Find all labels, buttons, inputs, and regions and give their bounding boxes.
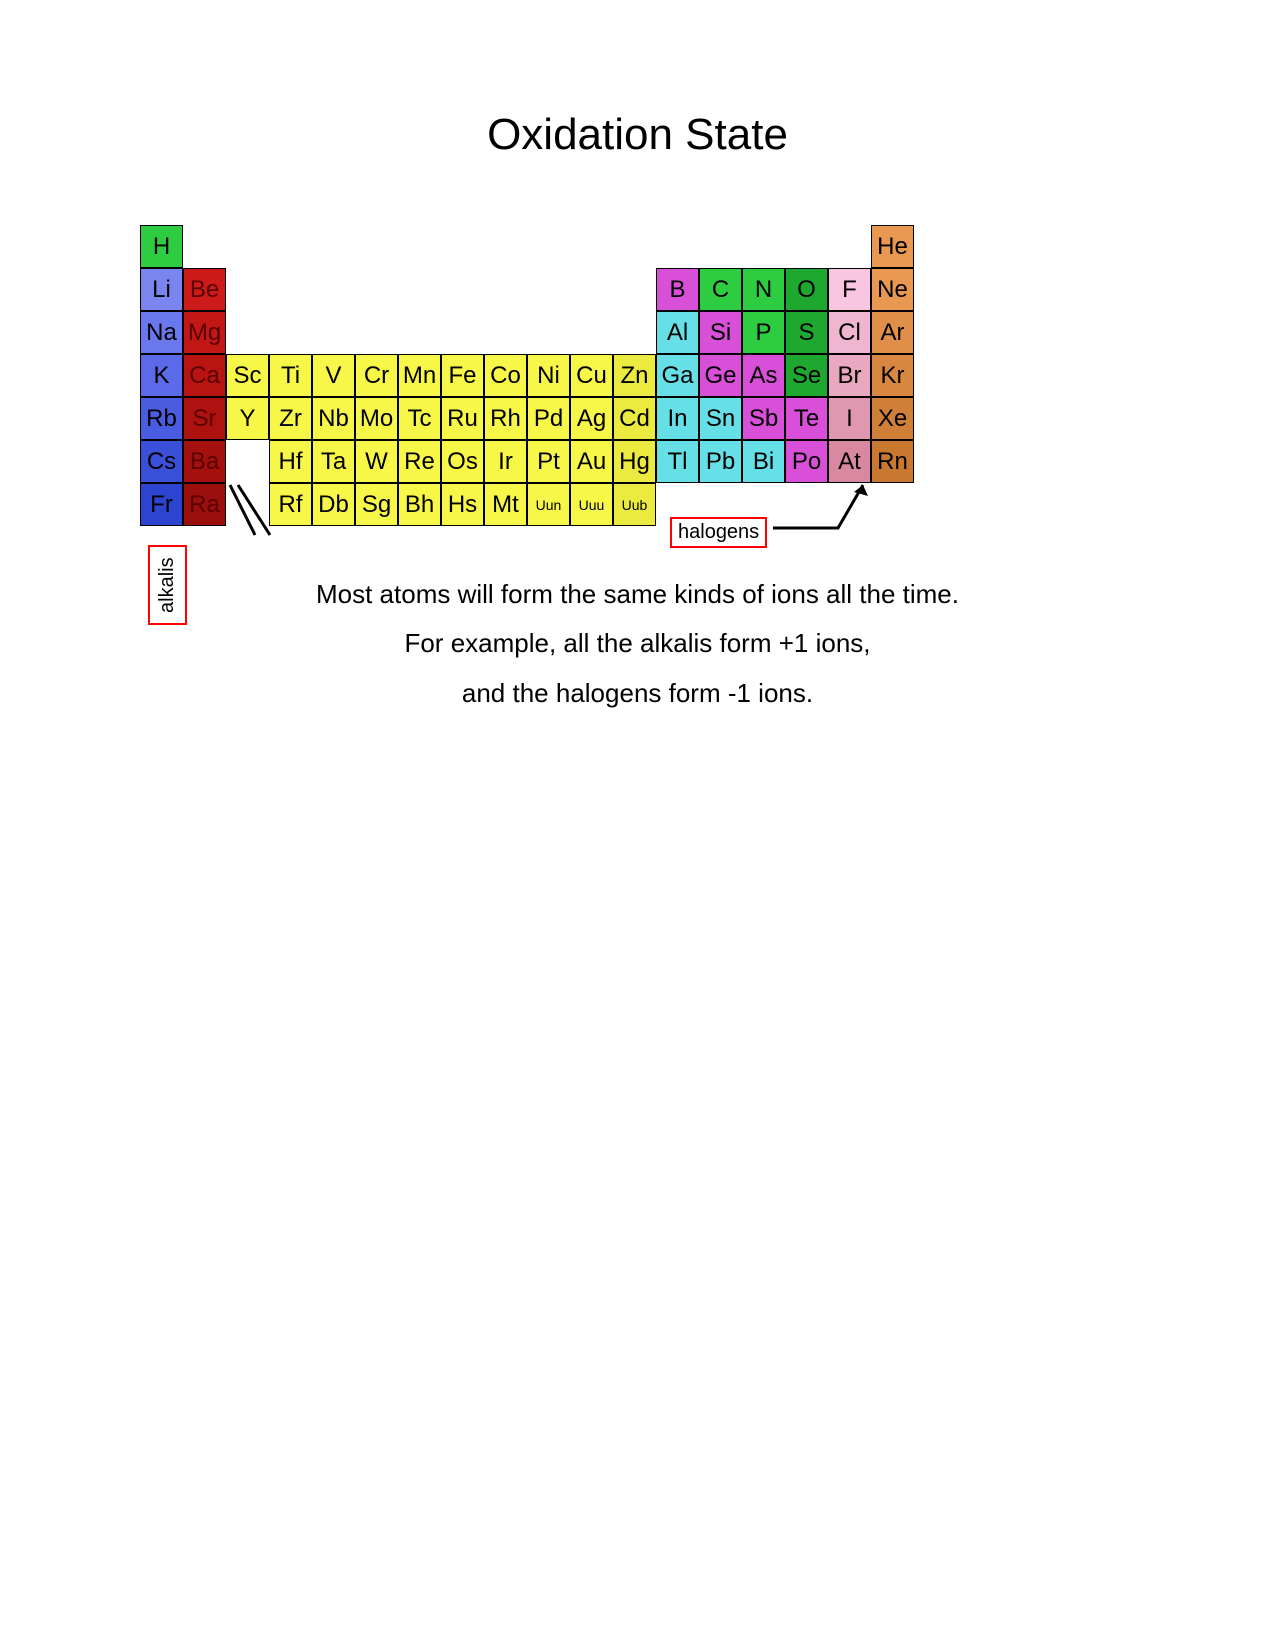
body-line-2: For example, all the alkalis form +1 ion… [0, 619, 1275, 668]
element-au: Au [570, 440, 613, 483]
element-sn: Sn [699, 397, 742, 440]
element-bh: Bh [398, 483, 441, 526]
element-s: S [785, 311, 828, 354]
element-si: Si [699, 311, 742, 354]
element-al: Al [656, 311, 699, 354]
element-mt: Mt [484, 483, 527, 526]
element-cl: Cl [828, 311, 871, 354]
element-pb: Pb [699, 440, 742, 483]
element-mn: Mn [398, 354, 441, 397]
element-tc: Tc [398, 397, 441, 440]
element-sb: Sb [742, 397, 785, 440]
element-he: He [871, 225, 914, 268]
element-sg: Sg [355, 483, 398, 526]
element-p: P [742, 311, 785, 354]
element-c: C [699, 268, 742, 311]
element-uun: Uun [527, 483, 570, 526]
element-cd: Cd [613, 397, 656, 440]
body-line-1: Most atoms will form the same kinds of i… [0, 570, 1275, 619]
element-ca: Ca [183, 354, 226, 397]
element-pt: Pt [527, 440, 570, 483]
element-be: Be [183, 268, 226, 311]
body-paragraph: Most atoms will form the same kinds of i… [0, 570, 1275, 718]
element-cr: Cr [355, 354, 398, 397]
element-re: Re [398, 440, 441, 483]
element-mo: Mo [355, 397, 398, 440]
element-cs: Cs [140, 440, 183, 483]
element-y: Y [226, 397, 269, 440]
element-fe: Fe [441, 354, 484, 397]
element-kr: Kr [871, 354, 914, 397]
element-mg: Mg [183, 311, 226, 354]
element-co: Co [484, 354, 527, 397]
element-ti: Ti [269, 354, 312, 397]
body-line-3: and the halogens form -1 ions. [0, 669, 1275, 718]
element-ga: Ga [656, 354, 699, 397]
element-db: Db [312, 483, 355, 526]
element-sr: Sr [183, 397, 226, 440]
element-zr: Zr [269, 397, 312, 440]
element-xe: Xe [871, 397, 914, 440]
element-at: At [828, 440, 871, 483]
periodic-table-container: H He LiBe BCNOFNe NaMg AlSiPSClAr KCaScTiVCrMn… [140, 225, 1140, 526]
element-nb: Nb [312, 397, 355, 440]
element-ra: Ra [183, 483, 226, 526]
element-ge: Ge [699, 354, 742, 397]
element-rf: Rf [269, 483, 312, 526]
halogens-label: halogens [670, 517, 767, 548]
element-n: N [742, 268, 785, 311]
element-f: F [828, 268, 871, 311]
element-rn: Rn [871, 440, 914, 483]
element-cu: Cu [570, 354, 613, 397]
element-br: Br [828, 354, 871, 397]
element-ru: Ru [441, 397, 484, 440]
element-i: I [828, 397, 871, 440]
page-title: Oxidation State [0, 110, 1275, 160]
element-po: Po [785, 440, 828, 483]
element-hs: Hs [441, 483, 484, 526]
element-uuu: Uuu [570, 483, 613, 526]
element-h: H [140, 225, 183, 268]
element-na: Na [140, 311, 183, 354]
element-se: Se [785, 354, 828, 397]
element-ag: Ag [570, 397, 613, 440]
element-li: Li [140, 268, 183, 311]
periodic-table: H He LiBe BCNOFNe NaMg AlSiPSClAr KCaScTiVCrMn… [140, 225, 1140, 526]
element-k: K [140, 354, 183, 397]
element-ar: Ar [871, 311, 914, 354]
element-sc: Sc [226, 354, 269, 397]
element-pd: Pd [527, 397, 570, 440]
element-o: O [785, 268, 828, 311]
element-ta: Ta [312, 440, 355, 483]
element-fr: Fr [140, 483, 183, 526]
element-ni: Ni [527, 354, 570, 397]
element-te: Te [785, 397, 828, 440]
element-ba: Ba [183, 440, 226, 483]
element-rb: Rb [140, 397, 183, 440]
element-uub: Uub [613, 483, 656, 526]
element-w: W [355, 440, 398, 483]
element-ne: Ne [871, 268, 914, 311]
element-tl: Tl [656, 440, 699, 483]
element-bi: Bi [742, 440, 785, 483]
element-as: As [742, 354, 785, 397]
element-in: In [656, 397, 699, 440]
element-zn: Zn [613, 354, 656, 397]
element-rh: Rh [484, 397, 527, 440]
element-b: B [656, 268, 699, 311]
element-os: Os [441, 440, 484, 483]
element-hg: Hg [613, 440, 656, 483]
element-v: V [312, 354, 355, 397]
element-ir: Ir [484, 440, 527, 483]
element-hf: Hf [269, 440, 312, 483]
